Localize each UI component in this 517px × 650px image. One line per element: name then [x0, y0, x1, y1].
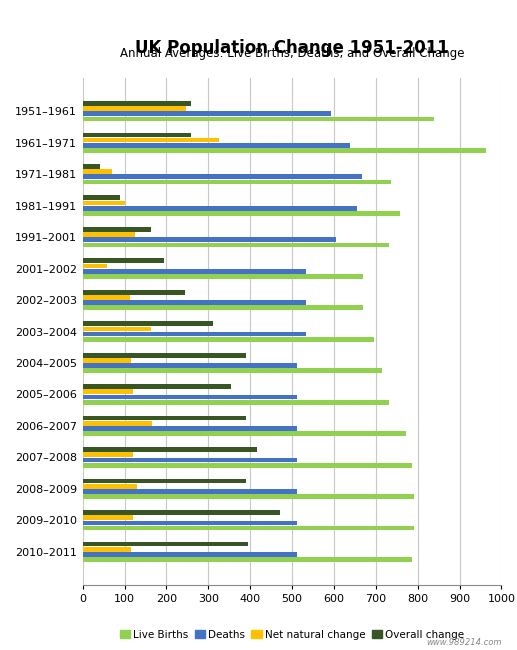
- Bar: [83, 400, 389, 404]
- Bar: [83, 206, 357, 211]
- Bar: [83, 133, 191, 137]
- Bar: [83, 547, 131, 552]
- Legend: Live Births, Deaths, Net natural change, Overall change: Live Births, Deaths, Net natural change,…: [115, 626, 469, 644]
- Bar: [83, 148, 486, 153]
- Bar: [83, 290, 185, 294]
- Bar: [83, 274, 363, 279]
- Bar: [83, 306, 363, 310]
- Bar: [83, 384, 232, 389]
- Bar: [83, 416, 246, 421]
- Bar: [83, 321, 212, 326]
- Bar: [83, 515, 133, 520]
- Bar: [83, 169, 112, 174]
- Bar: [83, 337, 374, 342]
- Bar: [83, 196, 120, 200]
- Bar: [83, 164, 100, 169]
- Bar: [83, 269, 306, 274]
- Title: UK Population Change 1951-2011: UK Population Change 1951-2011: [135, 39, 449, 57]
- Bar: [83, 489, 297, 494]
- Bar: [83, 227, 151, 231]
- Bar: [83, 447, 256, 452]
- Bar: [83, 111, 331, 116]
- Bar: [83, 541, 248, 547]
- Text: Annual Averages: Live Births, Deaths, and Overall Change: Annual Averages: Live Births, Deaths, an…: [120, 47, 464, 60]
- Bar: [83, 116, 434, 122]
- Bar: [83, 101, 191, 106]
- Bar: [83, 369, 382, 373]
- Bar: [83, 332, 306, 337]
- Bar: [83, 242, 389, 247]
- Bar: [83, 264, 107, 268]
- Bar: [83, 143, 350, 148]
- Bar: [83, 232, 135, 237]
- Bar: [83, 300, 306, 305]
- Bar: [83, 521, 297, 525]
- Bar: [83, 552, 297, 557]
- Bar: [83, 395, 297, 399]
- Bar: [83, 201, 126, 205]
- Bar: [83, 106, 186, 111]
- Bar: [83, 426, 297, 431]
- Bar: [83, 452, 133, 457]
- Bar: [83, 363, 297, 368]
- Bar: [83, 421, 152, 426]
- Bar: [83, 295, 130, 300]
- Text: www.989214.com: www.989214.com: [426, 638, 501, 647]
- Bar: [83, 174, 361, 179]
- Bar: [83, 484, 137, 489]
- Bar: [83, 211, 400, 216]
- Bar: [83, 463, 412, 467]
- Bar: [83, 389, 133, 394]
- Bar: [83, 458, 297, 462]
- Bar: [83, 237, 337, 242]
- Bar: [83, 510, 280, 515]
- Bar: [83, 358, 131, 363]
- Bar: [83, 526, 414, 530]
- Bar: [83, 432, 406, 436]
- Bar: [83, 353, 246, 358]
- Bar: [83, 494, 414, 499]
- Bar: [83, 557, 412, 562]
- Bar: [83, 326, 150, 332]
- Bar: [83, 478, 246, 484]
- Bar: [83, 179, 391, 185]
- Bar: [83, 259, 163, 263]
- Bar: [83, 138, 219, 142]
